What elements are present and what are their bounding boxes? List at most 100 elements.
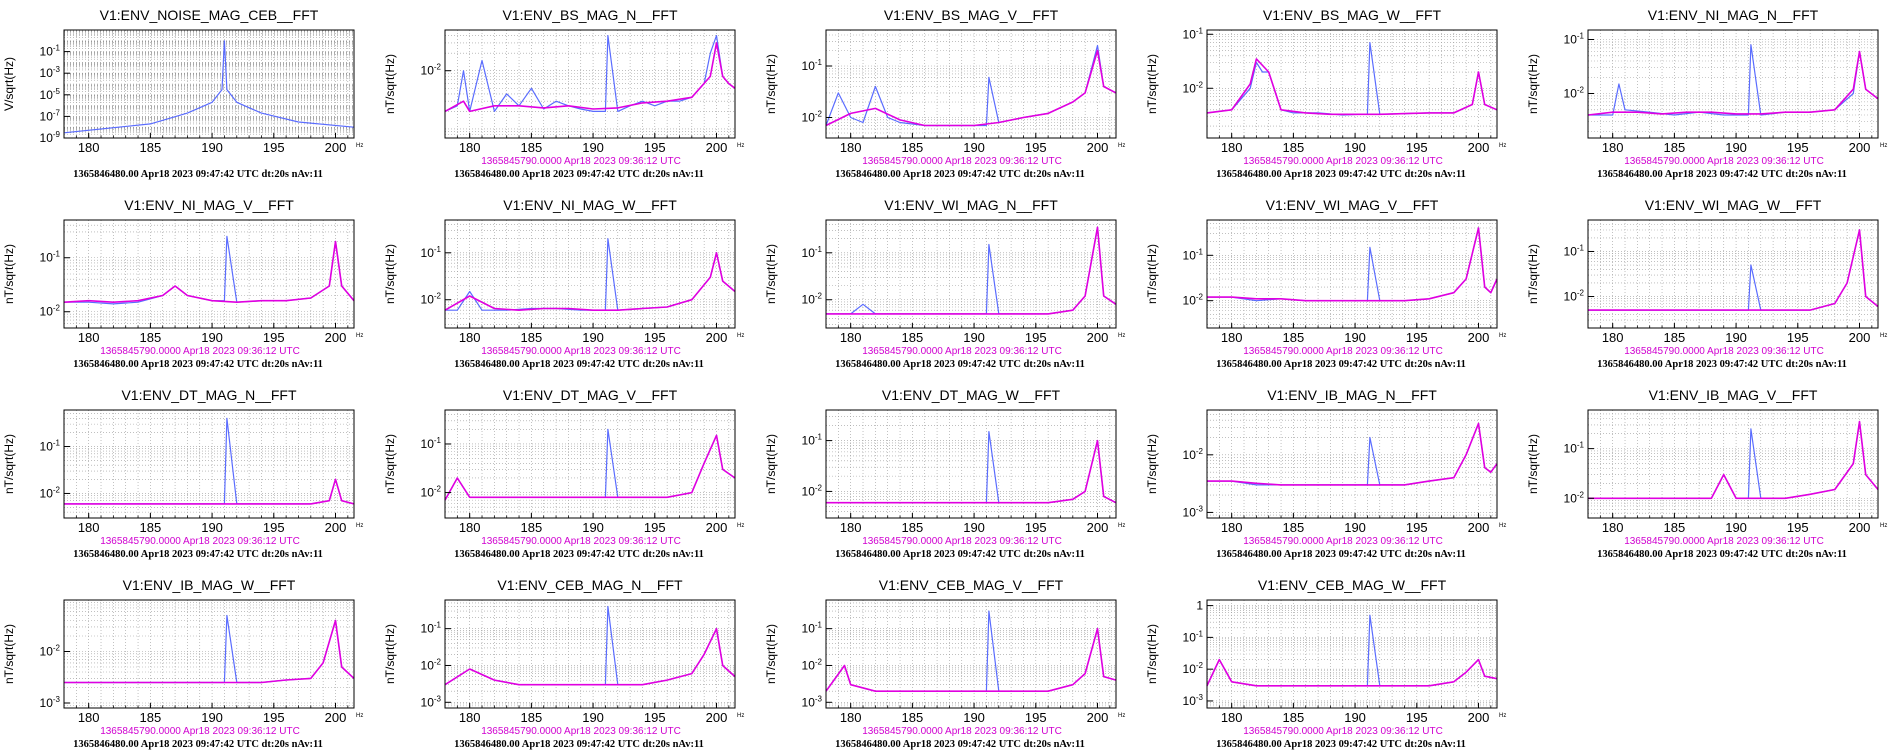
panel-title: V1:ENV_WI_MAG_N__FFT [884, 197, 1058, 213]
fft-panel: V1:ENV_BS_MAG_V__FFT nT/sqrt(Hz) 180 185 190… [764, 0, 1144, 186]
x-tick-label: 200 [1849, 520, 1871, 535]
y-tick-base: 10 [40, 440, 54, 454]
y-tick-label: 10-1 [40, 439, 61, 454]
y-tick-base: 10 [40, 305, 54, 319]
x-tick-label: 200 [1087, 330, 1109, 345]
x-unit-label: Hz [1880, 333, 1887, 339]
y-tick-label: 10-5 [40, 87, 61, 102]
fft-panel: V1:ENV_BS_MAG_W__FFT nT/sqrt(Hz) 180 185 190… [1145, 0, 1525, 186]
plot-frame [825, 219, 1117, 329]
x-tick-label: 180 [1221, 710, 1243, 725]
x-tick-label: 190 [201, 710, 223, 725]
x-tick-label: 195 [263, 140, 285, 155]
live-timestamp: 1365846480.00 Apr18 2023 09:47:42 UTC dt… [454, 169, 704, 180]
y-tick-base: 10 [421, 64, 435, 78]
x-tick-label: 195 [1787, 140, 1809, 155]
y-tick-exponent: -7 [53, 108, 61, 117]
y-tick-base: 10 [1183, 505, 1197, 519]
plot-frame [63, 599, 355, 709]
y-tick-exponent: -1 [53, 439, 61, 448]
reference-spectrum-line [825, 49, 1117, 127]
reference-spectrum-line [64, 619, 355, 684]
plot-frame [63, 29, 355, 139]
reference-spectrum-line [1588, 420, 1879, 500]
y-tick-label: 10-1 [40, 250, 61, 265]
y-tick-label: 10-2 [802, 292, 823, 307]
y-tick-label: 10-2 [1564, 289, 1585, 304]
y-tick-exponent: -3 [1196, 693, 1204, 702]
plot-area [1588, 220, 1878, 328]
y-tick-label: 10-1 [421, 245, 442, 260]
y-tick-label: 10-2 [421, 292, 442, 307]
x-tick-label: 180 [78, 330, 100, 345]
plot-frame [444, 219, 736, 329]
reference-timestamp: 1365845790.0000 Apr18 2023 09:36:12 UTC [481, 536, 681, 547]
panel-title: V1:ENV_WI_MAG_W__FFT [1644, 197, 1822, 213]
reference-spectrum-line [826, 439, 1117, 504]
y-tick-label: 10-3 [1183, 693, 1204, 708]
y-tick-exponent: -1 [434, 245, 442, 254]
reference-spectrum-line [444, 251, 736, 311]
x-tick-label: 180 [840, 140, 862, 155]
x-tick-label: 200 [1087, 140, 1109, 155]
x-unit-label: Hz [737, 523, 744, 529]
y-tick-exponent: -1 [815, 245, 823, 254]
y-tick-base: 10 [40, 131, 54, 145]
y-tick-label: 10-2 [421, 485, 442, 500]
x-tick-label: 200 [1087, 710, 1109, 725]
y-tick-exponent: -3 [434, 694, 442, 703]
plot-area [1588, 410, 1878, 518]
panel-title: V1:ENV_NI_MAG_V__FFT [124, 197, 294, 213]
y-tick-exponent: -1 [434, 621, 442, 630]
fft-panel: V1:ENV_WI_MAG_W__FFT nT/sqrt(Hz) 180 185 190… [1526, 190, 1891, 376]
x-tick-label: 185 [140, 330, 162, 345]
x-tick-label: 190 [201, 140, 223, 155]
x-tick-label: 185 [140, 520, 162, 535]
y-tick-label: 10-3 [1183, 504, 1204, 519]
x-tick-label: 185 [140, 710, 162, 725]
y-tick-base: 10 [1564, 87, 1578, 101]
plot-area [826, 30, 1116, 138]
y-tick-base: 10 [1183, 630, 1197, 644]
y-tick-label: 10-1 [40, 44, 61, 59]
y-tick-exponent: -1 [1577, 243, 1585, 252]
reference-spectrum-line [444, 434, 736, 501]
plot-area [445, 30, 735, 138]
x-tick-label: 190 [1725, 140, 1747, 155]
y-tick-label: 10-9 [40, 130, 61, 145]
plot-frame [1587, 29, 1879, 139]
plot-frame [825, 409, 1117, 519]
x-tick-label: 180 [840, 520, 862, 535]
y-tick-exponent: -2 [815, 483, 823, 492]
reference-spectrum-line [63, 240, 355, 303]
y-tick-exponent: -2 [1196, 293, 1204, 302]
y-tick-base: 10 [421, 695, 435, 709]
reference-spectrum-line [1206, 58, 1498, 116]
y-tick-base: 10 [421, 622, 435, 636]
x-unit-label: Hz [1499, 143, 1506, 149]
fft-panel: V1:ENV_IB_MAG_W__FFT nT/sqrt(Hz) 180 185 190… [2, 570, 382, 756]
fft-panel: V1:ENV_DT_MAG_W__FFT nT/sqrt(Hz) 180 185 190… [764, 380, 1144, 566]
y-tick-label: 10-2 [40, 304, 61, 319]
x-tick-label: 195 [263, 710, 285, 725]
y-tick-base: 10 [802, 434, 816, 448]
x-unit-label: Hz [1499, 333, 1506, 339]
y-tick-label: 10-1 [802, 433, 823, 448]
x-tick-label: 200 [325, 710, 347, 725]
y-tick-base: 10 [802, 246, 816, 260]
plot-frame [1587, 219, 1879, 329]
y-tick-exponent: -1 [815, 621, 823, 630]
reference-timestamp: 1365845790.0000 Apr18 2023 09:36:12 UTC [1243, 156, 1443, 167]
plot-frame [444, 599, 736, 709]
y-tick-label: 10-3 [40, 65, 61, 80]
fft-panel: V1:ENV_NI_MAG_W__FFT nT/sqrt(Hz) 180 185 190… [383, 190, 763, 376]
y-tick-exponent: -9 [53, 130, 61, 139]
y-tick-base: 10 [40, 45, 54, 59]
y-tick-label: 10-2 [802, 110, 823, 125]
plot-area [1207, 30, 1497, 138]
